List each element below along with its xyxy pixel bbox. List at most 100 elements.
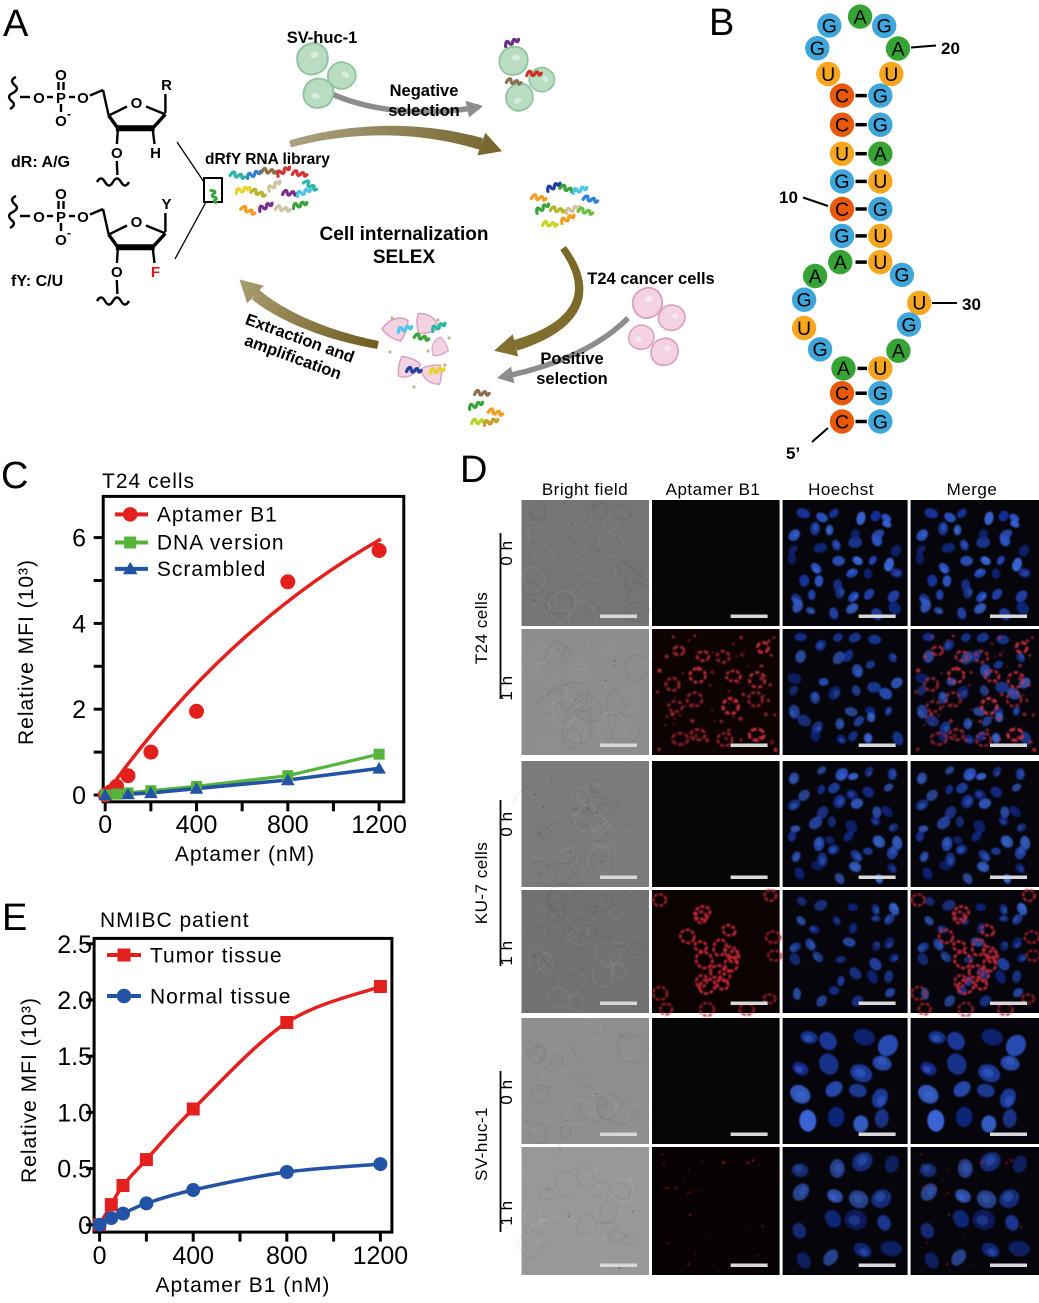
- svg-text:Positive: Positive: [540, 350, 603, 368]
- svg-text:U: U: [873, 252, 887, 274]
- svg-text:A: A: [834, 252, 847, 274]
- svg-text:A: A: [891, 38, 904, 60]
- svg-text:G: G: [873, 383, 888, 405]
- svg-text:400: 400: [176, 811, 218, 839]
- svg-text:U: U: [797, 318, 811, 340]
- svg-text:2.0: 2.0: [57, 987, 92, 1015]
- svg-text:-: -: [67, 107, 71, 121]
- svg-text:G: G: [822, 15, 837, 37]
- svg-text:selection: selection: [388, 102, 460, 120]
- svg-text:T24 cells: T24 cells: [472, 592, 491, 665]
- svg-text:A: A: [854, 6, 867, 28]
- svg-text:G: G: [813, 339, 828, 361]
- svg-text:O: O: [55, 186, 67, 203]
- svg-text:G: G: [873, 199, 888, 221]
- svg-text:0.5: 0.5: [57, 1156, 92, 1184]
- svg-text:T24 cancer cells: T24 cancer cells: [587, 270, 715, 288]
- svg-text:U: U: [835, 144, 849, 166]
- svg-text:0 h: 0 h: [497, 1079, 516, 1104]
- svg-text:1200: 1200: [351, 811, 407, 839]
- svg-text:D: D: [460, 449, 487, 491]
- svg-text:G: G: [894, 265, 909, 287]
- svg-text:KU-7 cells: KU-7 cells: [472, 842, 491, 924]
- svg-text:Aptamer B1: Aptamer B1: [157, 504, 278, 527]
- svg-text:A: A: [892, 341, 905, 363]
- svg-text:U: U: [873, 226, 887, 248]
- svg-text:Scrambled: Scrambled: [157, 558, 266, 581]
- svg-text:2: 2: [72, 696, 86, 724]
- svg-text:6: 6: [72, 525, 86, 553]
- svg-text:A: A: [837, 358, 850, 380]
- svg-text:R: R: [161, 77, 172, 94]
- svg-text:O: O: [33, 209, 45, 226]
- svg-text:4: 4: [72, 610, 86, 638]
- svg-text:DNA version: DNA version: [157, 532, 285, 555]
- svg-text:O: O: [55, 113, 67, 130]
- svg-text:400: 400: [172, 1242, 214, 1270]
- svg-text:1 h: 1 h: [497, 675, 516, 700]
- svg-text:Bright field: Bright field: [542, 480, 628, 499]
- svg-text:800: 800: [267, 811, 309, 839]
- svg-text:Aptamer B1 (nM): Aptamer B1 (nM): [156, 1274, 331, 1297]
- svg-text:Merge: Merge: [947, 480, 998, 499]
- svg-text:Negative: Negative: [390, 82, 459, 100]
- svg-text:G: G: [834, 171, 849, 193]
- svg-text:NMIBC patient: NMIBC patient: [100, 909, 250, 932]
- svg-text:5’: 5’: [786, 444, 800, 463]
- svg-text:0: 0: [98, 811, 112, 839]
- svg-text:T24 cells: T24 cells: [102, 470, 195, 493]
- svg-text:G: G: [901, 314, 916, 336]
- svg-text:Normal tissue: Normal tissue: [150, 986, 291, 1009]
- svg-text:H: H: [150, 145, 161, 162]
- svg-text:fY: C/U: fY: C/U: [11, 273, 63, 290]
- svg-text:O: O: [77, 209, 89, 226]
- svg-text:O: O: [131, 214, 143, 231]
- svg-text:C: C: [835, 115, 849, 137]
- svg-text:2.5: 2.5: [57, 931, 92, 959]
- svg-text:dR: A/G: dR: A/G: [11, 154, 70, 171]
- svg-text:E: E: [2, 897, 27, 939]
- svg-text:Relative MFI (10³): Relative MFI (10³): [18, 997, 41, 1183]
- svg-text:G: G: [877, 16, 892, 38]
- svg-text:Relative MFI (10³): Relative MFI (10³): [15, 559, 38, 745]
- svg-text:Hoechst: Hoechst: [808, 480, 874, 499]
- svg-text:O: O: [55, 67, 67, 84]
- svg-text:C: C: [835, 85, 849, 107]
- svg-text:A: A: [3, 3, 29, 45]
- svg-text:O: O: [77, 90, 89, 107]
- svg-text:O: O: [33, 90, 45, 107]
- svg-text:B: B: [709, 2, 734, 44]
- svg-text:U: U: [821, 64, 835, 86]
- svg-text:U: U: [873, 358, 887, 380]
- svg-text:O: O: [111, 145, 123, 162]
- svg-text:0: 0: [93, 1242, 107, 1270]
- svg-text:SELEX: SELEX: [373, 247, 436, 268]
- svg-text:P: P: [56, 90, 66, 107]
- svg-text:U: U: [873, 171, 887, 193]
- svg-text:G: G: [873, 411, 888, 433]
- svg-text:20: 20: [941, 39, 960, 58]
- svg-text:Cell internalization: Cell internalization: [320, 224, 489, 245]
- svg-text:10: 10: [779, 188, 798, 207]
- svg-text:1 h: 1 h: [497, 940, 516, 965]
- svg-text:G: G: [810, 38, 825, 60]
- svg-text:1 h: 1 h: [497, 1200, 516, 1225]
- svg-text:C: C: [1, 455, 28, 497]
- svg-text:1200: 1200: [353, 1242, 409, 1270]
- svg-text:0: 0: [72, 782, 86, 810]
- svg-text:Aptamer (nM): Aptamer (nM): [175, 843, 315, 866]
- svg-text:P: P: [56, 209, 66, 226]
- svg-text:F: F: [151, 264, 160, 281]
- svg-text:1.0: 1.0: [57, 1099, 92, 1127]
- svg-text:C: C: [835, 199, 849, 221]
- svg-text:G: G: [873, 85, 888, 107]
- svg-text:Tumor tissue: Tumor tissue: [150, 945, 283, 968]
- svg-text:-: -: [67, 226, 71, 240]
- svg-text:O: O: [111, 264, 123, 281]
- svg-text:O: O: [131, 95, 143, 112]
- svg-text:dRfY RNA library: dRfY RNA library: [205, 151, 330, 168]
- svg-text:U: U: [912, 293, 926, 315]
- svg-text:A: A: [809, 266, 822, 288]
- svg-text:selection: selection: [536, 370, 608, 388]
- svg-text:0: 0: [78, 1212, 92, 1240]
